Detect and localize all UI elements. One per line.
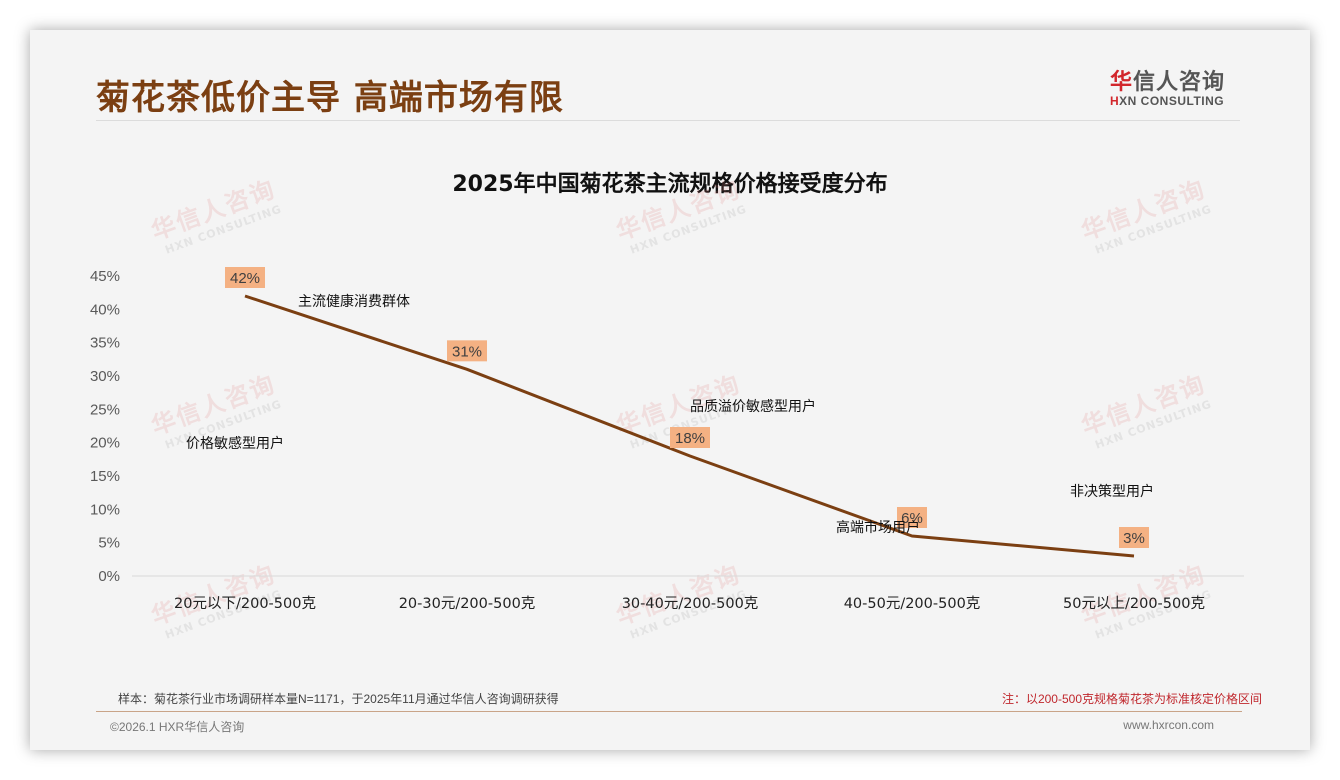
data-label-bg <box>897 507 927 528</box>
x-category-label: 30-40元/200-500克 <box>622 595 759 612</box>
logo-en-rest: XN CONSULTING <box>1119 94 1225 108</box>
y-tick-label: 30% <box>90 368 120 385</box>
x-category-label: 50元以上/200-500克 <box>1063 595 1205 612</box>
data-label-bg <box>670 427 710 448</box>
segment-annotation: 价格敏感型用户 <box>186 435 284 452</box>
header-divider <box>96 120 1240 121</box>
chart-title: 2025年中国菊花茶主流规格价格接受度分布 <box>452 172 888 197</box>
logo-cn: 华信人咨询 <box>1110 64 1250 96</box>
y-tick-label: 0% <box>98 568 120 585</box>
price-note: 注：以200-500克规格菊花茶为标准核定价格区间 <box>1001 692 1262 706</box>
logo-en: HXN CONSULTING <box>1110 94 1250 108</box>
segment-annotation: 非决策型用户 <box>1070 483 1154 500</box>
segment-annotation: 品质溢价敏感型用户 <box>690 398 816 415</box>
x-category-label: 20-30元/200-500克 <box>399 595 536 612</box>
y-tick-label: 5% <box>98 535 120 552</box>
y-tick-label: 10% <box>90 501 120 518</box>
data-label: 6% <box>901 510 923 527</box>
slide: 菊花茶低价主导 高端市场有限 华信人咨询 HXN CONSULTING 2025… <box>30 30 1310 750</box>
x-category-label: 20元以下/200-500克 <box>174 595 316 612</box>
line-chart: 0% 5% 10% 15% 20% 25% 30% 35% 40% 45% 20元以下/200-50… <box>90 267 1244 612</box>
segment-annotation: 主流健康消费群体 <box>298 293 410 310</box>
segment-annotation: 高端市场用户 <box>836 519 920 536</box>
data-label-bg <box>1119 527 1149 548</box>
website-url: www.hxrcon.com <box>1123 718 1214 732</box>
y-tick-label: 35% <box>90 335 120 352</box>
sample-note: 样本：菊花茶行业市场调研样本量N=1171，于2025年11月通过华信人咨询调研… <box>118 692 559 706</box>
data-label: 42% <box>230 270 260 287</box>
footer-divider <box>96 711 1242 712</box>
data-label-bg <box>225 267 265 288</box>
y-tick-label: 20% <box>90 435 120 452</box>
company-logo: 华信人咨询 HXN CONSULTING <box>1110 64 1250 108</box>
y-tick-label: 25% <box>90 401 120 418</box>
y-tick-label: 40% <box>90 301 120 318</box>
logo-en-first-char: H <box>1110 94 1120 108</box>
data-label-bg <box>447 340 487 362</box>
x-category-label: 40-50元/200-500克 <box>844 595 981 612</box>
y-tick-label: 45% <box>90 268 120 285</box>
logo-cn-rest: 信人咨询 <box>1133 70 1226 95</box>
y-tick-label: 15% <box>90 468 120 485</box>
page-title: 菊花茶低价主导 高端市场有限 <box>96 78 564 118</box>
data-label: 3% <box>1123 530 1145 547</box>
logo-cn-first-char: 华 <box>1110 70 1134 95</box>
data-label: 18% <box>675 430 705 447</box>
copyright: ©2026.1 HXR华信人咨询 <box>110 720 245 734</box>
data-label: 31% <box>452 343 482 360</box>
acceptance-line <box>244 294 1135 558</box>
